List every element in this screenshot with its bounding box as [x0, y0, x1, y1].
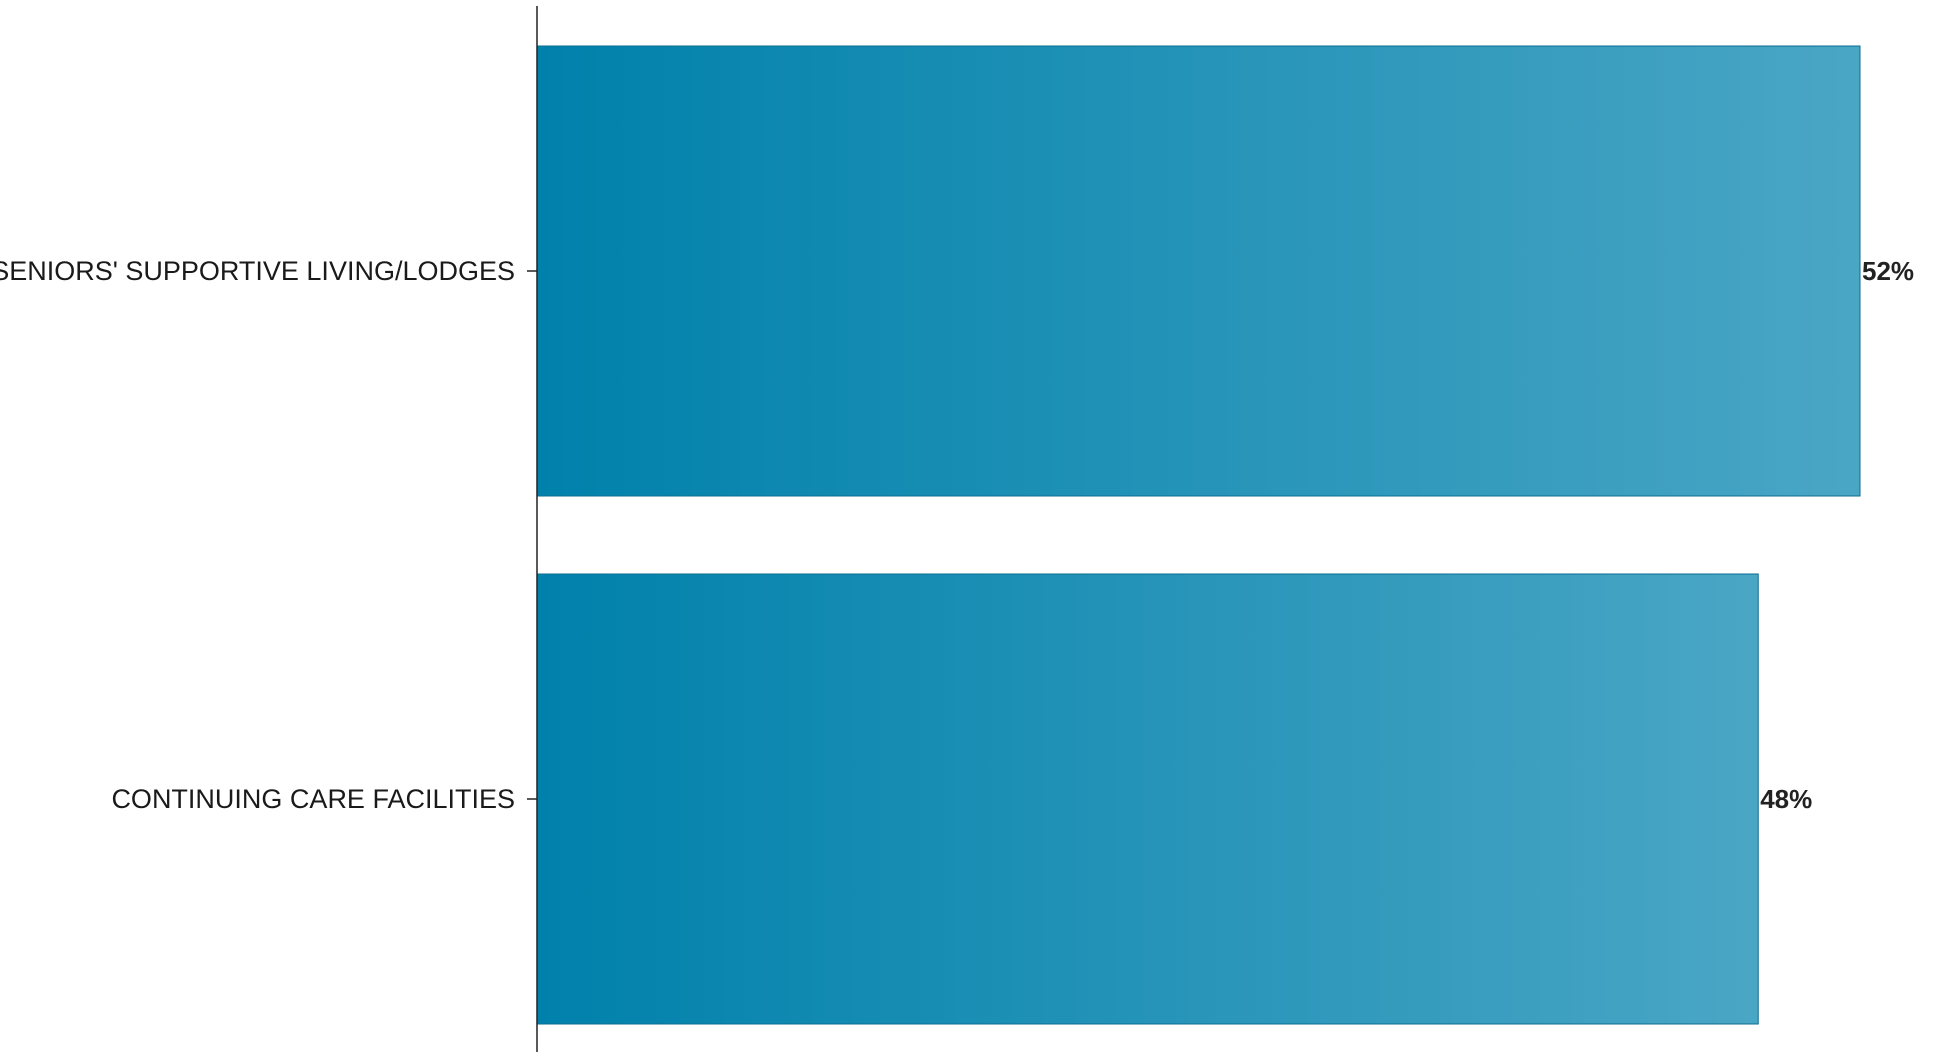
value-label-1: 48%	[1760, 784, 1812, 814]
value-label-0: 52%	[1862, 256, 1914, 286]
bars-layer	[536, 45, 1861, 1025]
bar-1	[536, 573, 1759, 1025]
labels-layer: SENIORS' SUPPORTIVE LIVING/LODGES 52% CONT…	[0, 256, 1914, 814]
category-label-1: CONTINUING CARE FACILITIES	[111, 784, 515, 814]
category-label-0: SENIORS' SUPPORTIVE LIVING/LODGES	[0, 256, 515, 286]
bar-0	[536, 45, 1861, 497]
